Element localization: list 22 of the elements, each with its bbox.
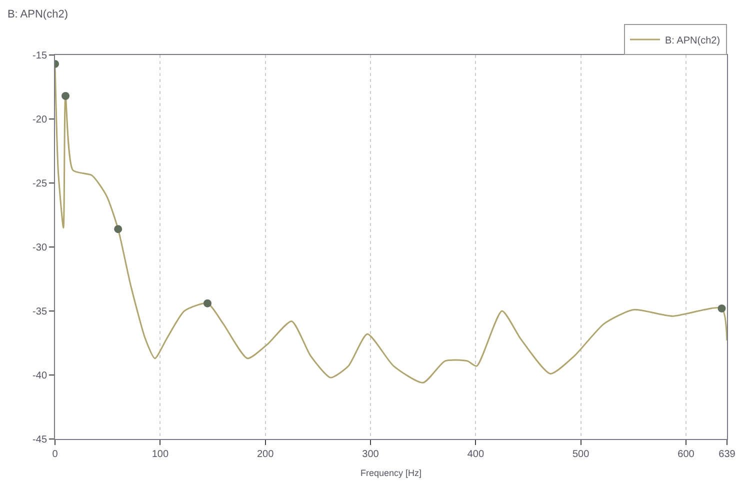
point — [203, 299, 212, 308]
x-tick-label: 0 — [52, 449, 58, 460]
y-tick-label: -35 — [32, 306, 48, 318]
point — [62, 92, 70, 100]
y-tick-label: -20 — [32, 114, 48, 126]
x-axis-title: Frequency [Hz] — [360, 468, 422, 478]
y-tick-label: -40 — [32, 370, 48, 382]
chart-title: B: APN(ch2) — [7, 8, 68, 20]
point — [114, 225, 122, 234]
y-tick-label: -30 — [32, 242, 48, 254]
x-tick-label: 300 — [362, 449, 380, 460]
x-tick-label: 639 — [718, 449, 736, 460]
x-tick-label: 200 — [256, 449, 274, 460]
y-tick-label: -15 — [32, 50, 48, 62]
point — [718, 304, 726, 312]
x-tick-label: 500 — [572, 449, 590, 460]
y-tick-label: -45 — [32, 434, 48, 446]
x-tick-label: 400 — [467, 449, 484, 460]
y-tick-label: -25 — [32, 178, 48, 190]
legend-label: B: APN(ch2) — [665, 35, 720, 46]
x-tick-label: 600 — [678, 449, 695, 460]
x-tick-label: 100 — [152, 449, 169, 460]
